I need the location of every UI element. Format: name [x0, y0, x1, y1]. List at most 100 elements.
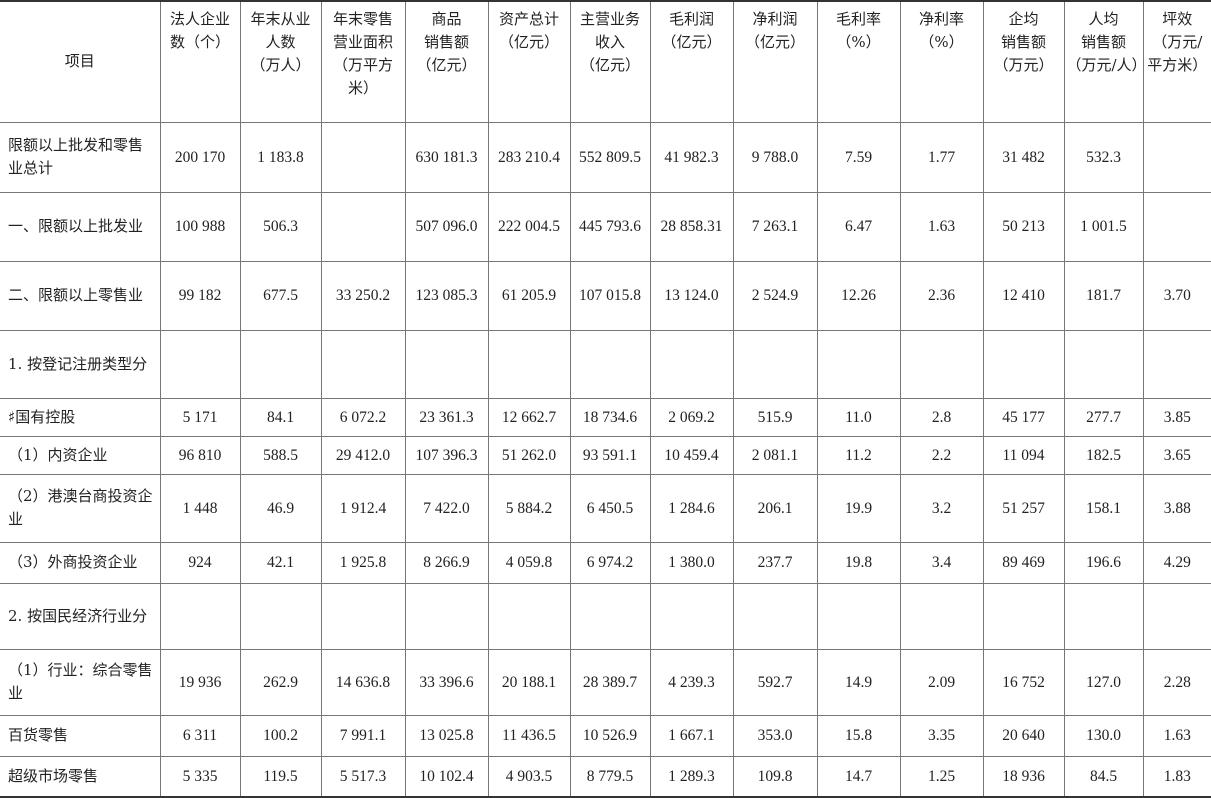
table-cell: 18 936: [982, 755, 1065, 798]
table-cell: 100 988: [159, 191, 241, 262]
table-cell: 9 788.0: [732, 121, 818, 193]
table-row: 限额以上批发和零售业总计 200 170 1 183.8 630 181.3 283 2…: [0, 121, 1211, 193]
table-body: 限额以上批发和零售业总计 200 170 1 183.8 630 181.3 283 2…: [0, 121, 1211, 798]
table-cell: 18 734.6: [569, 397, 651, 437]
table-cell: [239, 582, 322, 650]
table-cell: [569, 329, 651, 399]
table-row: 超级市场零售 5 335 119.5 5 517.3 10 102.4 4 903.5 8 …: [0, 755, 1211, 798]
table-cell: 1.25: [899, 755, 984, 798]
row-label: 二、限额以上零售业: [0, 260, 161, 331]
row-label: 百货零售: [0, 714, 161, 757]
table-cell: 23 361.3: [404, 397, 489, 437]
table-cell: 31 482: [982, 121, 1065, 193]
table-cell: [239, 329, 322, 399]
column-header: 年末从业 人数 （万人）: [239, 0, 322, 123]
table-cell: 13 025.8: [404, 714, 489, 757]
row-label: （1）行业：综合零售业: [0, 648, 161, 716]
table-cell: 206.1: [732, 473, 818, 543]
column-header: 毛利润 （亿元）: [649, 0, 734, 123]
table-cell: 507 096.0: [404, 191, 489, 262]
table-cell: 182.5: [1063, 435, 1144, 475]
table-cell: 45 177: [982, 397, 1065, 437]
header-row: 项目 法人企业 数（个） 年末从业 人数 （万人） 年末零售 营业面积 （万平方 米）…: [0, 0, 1211, 123]
table-cell: 107 396.3: [404, 435, 489, 475]
table-cell: 1 289.3: [649, 755, 734, 798]
table-cell: 107 015.8: [569, 260, 651, 331]
table-cell: 7 263.1: [732, 191, 818, 262]
table-cell: 2 524.9: [732, 260, 818, 331]
table-cell: 5 171: [159, 397, 241, 437]
table-cell: 11 436.5: [487, 714, 571, 757]
table-cell: 14 636.8: [320, 648, 406, 716]
table-cell: [816, 329, 901, 399]
column-header: 净利润 （亿元）: [732, 0, 818, 123]
table-cell: 262.9: [239, 648, 322, 716]
table-cell: 11.2: [816, 435, 901, 475]
column-header: 净利率 （%）: [899, 0, 984, 123]
table-cell: 42.1: [239, 541, 322, 584]
table-cell: 6 450.5: [569, 473, 651, 543]
table-cell: 99 182: [159, 260, 241, 331]
table-cell: [404, 582, 489, 650]
table-cell: 51 257: [982, 473, 1065, 543]
table-cell: [982, 582, 1065, 650]
table-cell: [732, 582, 818, 650]
table-cell: [320, 582, 406, 650]
table-cell: 3.85: [1142, 397, 1211, 437]
table-cell: [1063, 582, 1144, 650]
table-cell: [1142, 329, 1211, 399]
row-label: （2）港澳台商投资企业: [0, 473, 161, 543]
table-cell: 200 170: [159, 121, 241, 193]
table-cell: 123 085.3: [404, 260, 489, 331]
row-label: （3）外商投资企业: [0, 541, 161, 584]
table-row: 1. 按登记注册类型分: [0, 329, 1211, 399]
table-cell: 61 205.9: [487, 260, 571, 331]
row-label: （1）内资企业: [0, 435, 161, 475]
row-label: 一、限额以上批发业: [0, 191, 161, 262]
table-cell: 222 004.5: [487, 191, 571, 262]
table-cell: 2.36: [899, 260, 984, 331]
row-label: 2. 按国民经济行业分: [0, 582, 161, 650]
table-cell: 29 412.0: [320, 435, 406, 475]
table-cell: 11.0: [816, 397, 901, 437]
table-cell: [320, 191, 406, 262]
table-cell: [320, 329, 406, 399]
table-cell: [487, 582, 571, 650]
table-cell: [982, 329, 1065, 399]
table-cell: 13 124.0: [649, 260, 734, 331]
table-cell: 20 188.1: [487, 648, 571, 716]
table-cell: [1142, 191, 1211, 262]
row-label: 1. 按登记注册类型分: [0, 329, 161, 399]
table-cell: 41 982.3: [649, 121, 734, 193]
table-cell: 130.0: [1063, 714, 1144, 757]
table-cell: [569, 582, 651, 650]
table-cell: 1 448: [159, 473, 241, 543]
row-label: 超级市场零售: [0, 755, 161, 798]
row-label: 限额以上批发和零售业总计: [0, 121, 161, 193]
table-cell: 3.4: [899, 541, 984, 584]
column-header: 企均 销售额 （万元）: [982, 0, 1065, 123]
table-cell: 19 936: [159, 648, 241, 716]
table-cell: 100.2: [239, 714, 322, 757]
table-cell: 2 069.2: [649, 397, 734, 437]
table-cell: 28 389.7: [569, 648, 651, 716]
table-cell: 552 809.5: [569, 121, 651, 193]
table-cell: 50 213: [982, 191, 1065, 262]
table-cell: 19.8: [816, 541, 901, 584]
table-cell: 33 250.2: [320, 260, 406, 331]
table-cell: 28 858.31: [649, 191, 734, 262]
table-cell: 532.3: [1063, 121, 1144, 193]
table-cell: 588.5: [239, 435, 322, 475]
table-cell: 12 410: [982, 260, 1065, 331]
table-cell: 158.1: [1063, 473, 1144, 543]
table-cell: [1063, 329, 1144, 399]
table-cell: 4 059.8: [487, 541, 571, 584]
table-cell: 46.9: [239, 473, 322, 543]
table-cell: 4.29: [1142, 541, 1211, 584]
table-cell: 2.09: [899, 648, 984, 716]
row-label: ♯国有控股: [0, 397, 161, 437]
table-cell: 1 912.4: [320, 473, 406, 543]
table-cell: 8 779.5: [569, 755, 651, 798]
column-header: 坪效 （万元/ 平方米）: [1142, 0, 1211, 123]
table-cell: 1.63: [1142, 714, 1211, 757]
